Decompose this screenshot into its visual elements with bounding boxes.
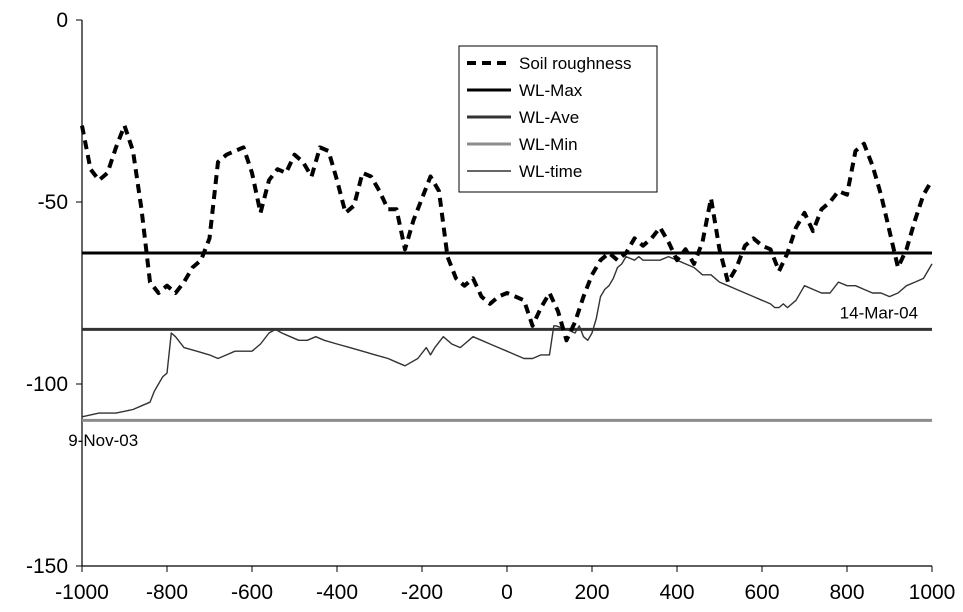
legend-box: [458, 45, 658, 193]
y-tick-label: -100: [26, 373, 68, 396]
legend-label: Soil roughness: [519, 54, 631, 73]
x-tick-label: 1000: [909, 581, 956, 604]
x-tick-label: -1000: [55, 581, 109, 604]
x-tick-label: 400: [659, 581, 694, 604]
legend-label: WL-time: [519, 162, 582, 181]
axes: -1000 -800 -600 -400 -200 0 200 400 600 800 1000 0 -…: [26, 9, 955, 604]
y-tick-label: 0: [56, 9, 68, 32]
x-tick-label: -400: [316, 581, 358, 604]
legend-label: WL-Ave: [519, 108, 579, 127]
x-tick-label: 600: [744, 581, 779, 604]
annotations: 9-Nov-03 14-Mar-04: [68, 303, 918, 449]
legend-label: WL-Max: [519, 81, 583, 100]
x-tick-label: -200: [401, 581, 443, 604]
y-tick-label: -50: [38, 191, 68, 214]
x-tick-label: -600: [231, 581, 273, 604]
x-tick-label: 0: [501, 581, 513, 604]
x-tick-label: 800: [829, 581, 864, 604]
legend-label: WL-Min: [519, 135, 578, 154]
y-tick-label: -150: [26, 555, 68, 578]
x-tick-label: 200: [574, 581, 609, 604]
series-soil-roughness: [80, 123, 934, 343]
annotation-label: 9-Nov-03: [68, 431, 138, 450]
x-tick-label: -800: [146, 581, 188, 604]
legend: Soil roughness WL-Max WL-Ave WL-Min WL-time: [458, 45, 658, 193]
series-layer: [80, 123, 934, 422]
annotation-label: 14-Mar-04: [840, 303, 918, 322]
series-wl-time: [81, 255, 933, 418]
